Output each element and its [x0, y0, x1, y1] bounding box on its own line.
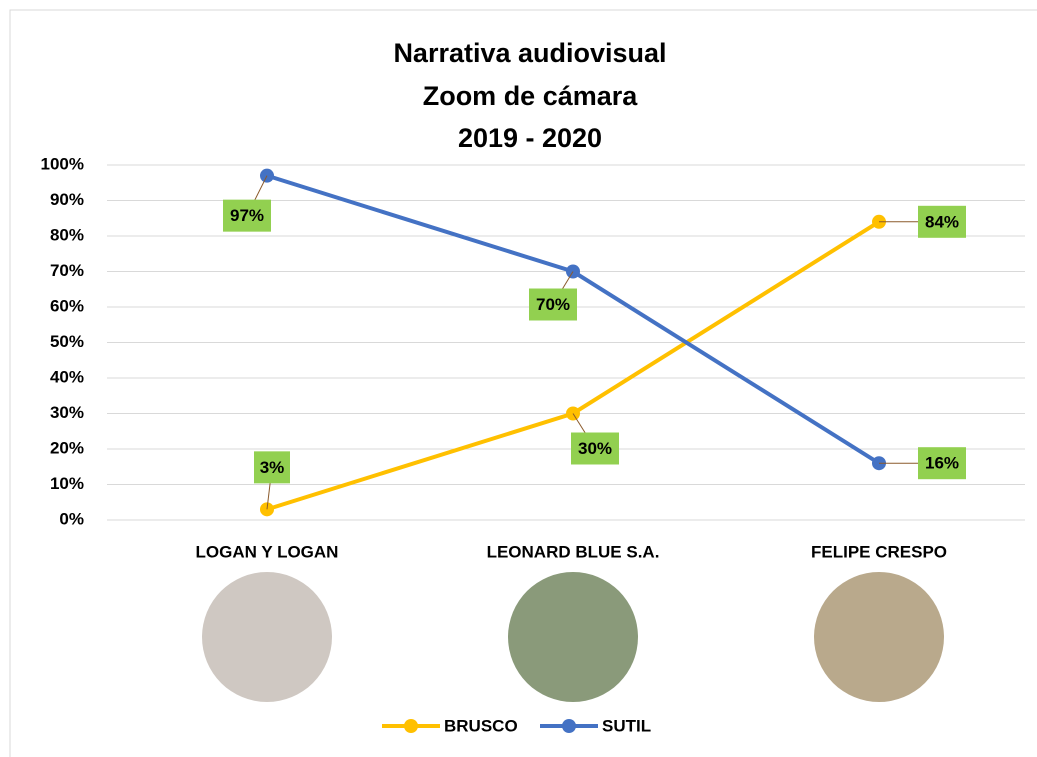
y-tick-label: 0% — [59, 509, 84, 528]
photo — [202, 572, 332, 702]
y-tick-label: 90% — [50, 190, 84, 209]
label-box — [223, 199, 271, 232]
label-box — [254, 451, 290, 484]
photo — [508, 572, 638, 702]
legend-label: BRUSCO — [444, 716, 518, 735]
y-tick-label: 100% — [41, 154, 84, 173]
y-tick-label: 70% — [50, 261, 84, 280]
x-tick-label: LOGAN Y LOGAN — [196, 542, 339, 561]
y-tick-label: 30% — [50, 403, 84, 422]
chart-border — [9, 9, 1037, 757]
legend-marker — [404, 719, 418, 733]
label-box — [571, 432, 619, 465]
chart-title: 2019 - 2020 — [458, 123, 602, 153]
y-tick-label: 10% — [50, 474, 84, 493]
label-box — [918, 205, 966, 238]
data-label: 30% — [578, 439, 612, 458]
data-label: 16% — [925, 454, 959, 473]
y-tick-label: 60% — [50, 296, 84, 315]
photo — [814, 572, 944, 702]
label-box — [529, 288, 577, 321]
chart-title: Narrativa audiovisual — [393, 38, 666, 68]
y-tick-label: 80% — [50, 225, 84, 244]
legend-marker — [562, 719, 576, 733]
data-label: 97% — [230, 206, 264, 225]
data-label: 3% — [260, 458, 285, 477]
legend-label: SUTIL — [602, 716, 651, 735]
y-tick-label: 40% — [50, 367, 84, 386]
data-label: 84% — [925, 212, 959, 231]
data-label: 70% — [536, 295, 570, 314]
label-box — [918, 447, 966, 480]
y-tick-label: 20% — [50, 438, 84, 457]
x-tick-label: LEONARD BLUE S.A. — [487, 542, 660, 561]
x-tick-label: FELIPE CRESPO — [811, 542, 947, 561]
chart-title: Zoom de cámara — [423, 81, 639, 111]
y-tick-label: 50% — [50, 332, 84, 351]
